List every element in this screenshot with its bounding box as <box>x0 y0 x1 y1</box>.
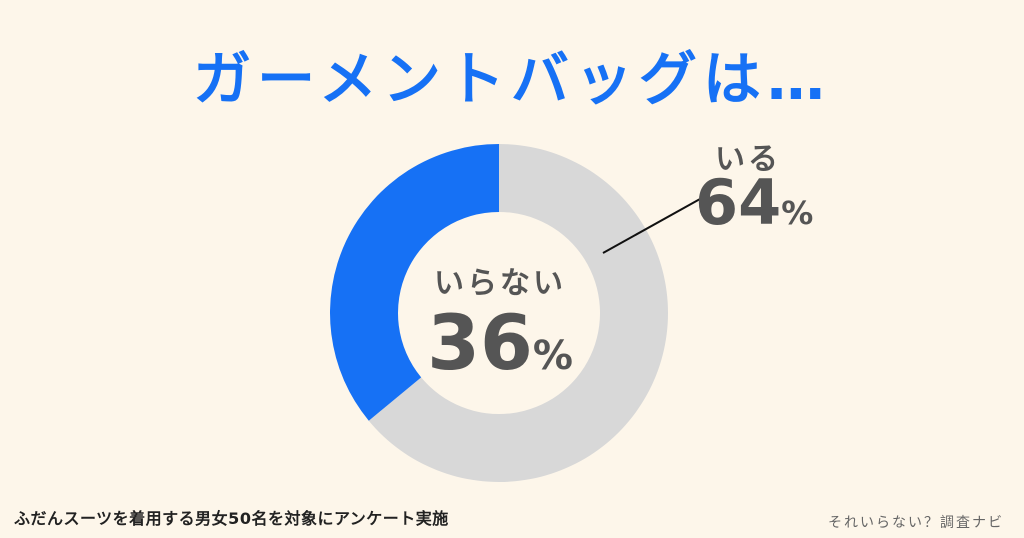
leader-line <box>602 198 701 254</box>
donut-slice-iranai <box>330 144 499 421</box>
brand-credit: それいらない？調査ナビ <box>828 515 1004 531</box>
inner-percentage: 36% <box>399 300 601 386</box>
inner-value: 36 <box>427 298 533 387</box>
donut-slice-iru <box>368 144 668 482</box>
outer-value: 64 <box>695 166 782 239</box>
survey-note: ふだんスーツを着用する男女50名を対象にアンケート実施 <box>14 509 449 528</box>
outer-category-label: いる <box>715 142 781 177</box>
chart-title: ガーメントバッグは… <box>193 45 831 113</box>
outer-percentage: 64% <box>695 166 813 239</box>
inner-unit: % <box>532 333 573 379</box>
inner-category-label: いらない <box>434 266 566 301</box>
outer-unit: % <box>781 194 814 232</box>
